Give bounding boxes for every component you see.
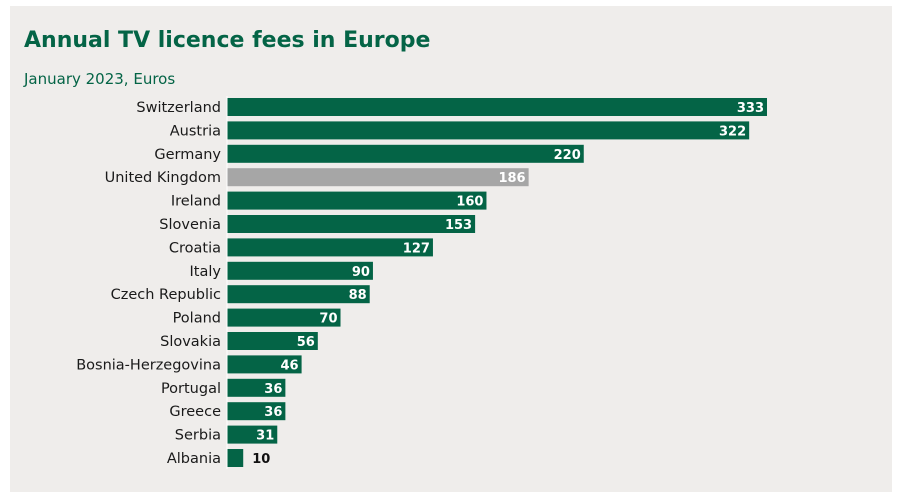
chart-title: Annual TV licence fees in Europe <box>24 28 431 53</box>
bar-poland <box>227 308 341 327</box>
category-label: Serbia <box>175 428 221 444</box>
value-label: 46 <box>281 358 299 373</box>
category-label: Ireland <box>171 194 221 210</box>
bar-portugal <box>227 378 286 397</box>
value-label: 90 <box>352 265 370 280</box>
bar-chart: Switzerland 333 Austria 322 Germany 220 United… <box>76 96 767 469</box>
bar-ireland <box>227 191 487 210</box>
value-label: 186 <box>498 171 525 186</box>
category-label: Greece <box>169 404 221 420</box>
category-label: Portugal <box>161 381 221 397</box>
chart-panel: Annual TV licence fees in Europe January… <box>10 6 892 492</box>
bar-italy <box>227 261 373 280</box>
value-label: 220 <box>554 148 581 163</box>
category-label: Switzerland <box>136 100 221 116</box>
bar-serbia <box>227 425 278 444</box>
value-label: 153 <box>445 218 472 233</box>
value-label: 333 <box>737 101 764 116</box>
value-label: 127 <box>403 241 430 256</box>
value-label: 36 <box>264 382 282 397</box>
bar-bosnia-herzegovina <box>227 355 302 374</box>
value-label: 160 <box>456 195 483 210</box>
bar-germany <box>227 144 584 163</box>
bar-switzerland <box>227 98 767 116</box>
category-label: Slovakia <box>160 334 221 350</box>
category-label: Poland <box>173 311 221 327</box>
chart-subtitle: January 2023, Euros <box>24 70 176 88</box>
bar-greece <box>227 402 286 421</box>
value-label: 31 <box>256 429 274 444</box>
category-label: Germany <box>154 147 221 163</box>
category-label: Slovenia <box>159 217 221 233</box>
category-label: Czech Republic <box>111 287 221 303</box>
category-label: Bosnia-Herzegovina <box>76 357 221 373</box>
value-label: 10 <box>252 452 270 467</box>
bar-albania <box>227 449 244 467</box>
bar-slovakia <box>227 332 318 350</box>
value-label: 56 <box>297 335 315 350</box>
category-label: Italy <box>190 264 222 280</box>
category-label: United Kingdom <box>105 170 221 186</box>
bar-czech-republic <box>227 285 370 304</box>
value-label: 88 <box>349 288 367 303</box>
category-label: Albania <box>167 451 221 467</box>
bar-croatia <box>227 238 433 257</box>
bar-austria <box>227 121 750 140</box>
value-label: 322 <box>719 124 746 139</box>
category-label: Croatia <box>169 240 221 256</box>
value-label: 36 <box>264 405 282 420</box>
bar-united-kingdom <box>227 168 529 187</box>
bar-slovenia <box>227 215 476 233</box>
value-label: 70 <box>319 312 337 327</box>
category-label: Austria <box>170 123 221 139</box>
